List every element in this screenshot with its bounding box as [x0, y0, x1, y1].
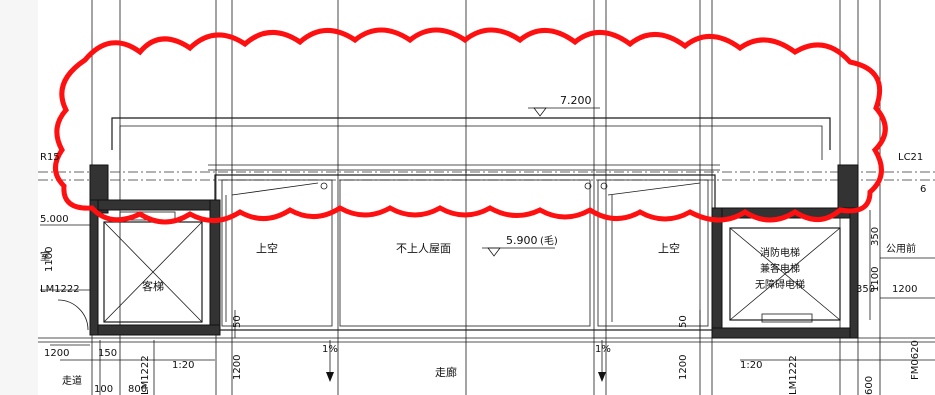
- tag-fm-right: FM0620: [910, 340, 921, 380]
- slope-label-right: 1%: [595, 344, 611, 355]
- elevation-roof-note: (毛): [540, 235, 558, 247]
- left-margin-strip: [0, 0, 38, 395]
- void-label-right: 上空: [658, 241, 680, 255]
- tag-slope-20-right: 1:20: [740, 360, 762, 371]
- slope-label-left: 1%: [322, 344, 338, 355]
- dim-800-left: 800: [128, 384, 147, 395]
- dim-600-right: 600: [864, 376, 875, 395]
- tag-lm1222-center: LM1222: [140, 355, 151, 395]
- left-details: [40, 224, 236, 395]
- right-details: [699, 210, 935, 361]
- stair-label: 客梯: [142, 279, 164, 293]
- dim-350-right: 350: [870, 227, 881, 246]
- tag-lc21: LC21: [898, 152, 923, 163]
- left-core: [89, 164, 221, 336]
- right-core: [711, 164, 859, 339]
- void-label-left: 上空: [256, 241, 278, 255]
- dim-100-left: 100: [94, 384, 113, 395]
- revision-cloud: [53, 27, 888, 225]
- elevation-marker-top: [528, 107, 600, 117]
- dim-1200-bottom-right: 1200: [678, 355, 689, 380]
- elevation-roof-label: 5.900: [506, 234, 538, 247]
- elevator-label-1: 消防电梯: [760, 246, 800, 259]
- slope-arrows: [326, 340, 606, 382]
- tag-lm1222-left: LM1222: [40, 284, 80, 295]
- dim-1200-bottom-left: 1200: [232, 355, 243, 380]
- elevation-top-label: 7.200: [560, 94, 592, 107]
- parapet-outline: [111, 117, 831, 171]
- tag-lm1222-right: LM1222: [788, 355, 799, 395]
- public-area-label: 公用前: [886, 242, 916, 255]
- dim-1200-left-a: 1200: [44, 348, 69, 359]
- tag-slope-20: 1:20: [172, 360, 194, 371]
- dim-1100-right: 1100: [870, 267, 881, 292]
- corridor-label: 走廊: [435, 365, 457, 379]
- dim-1100-left: 1100: [44, 247, 55, 272]
- dim-150-left: 150: [98, 348, 117, 359]
- dim-5000-left: 5.000: [40, 214, 69, 225]
- elevation-marker-roof: [482, 247, 555, 257]
- roof-no-access-label: 不上人屋面: [396, 242, 451, 255]
- elevator-label-3: 无障碍电梯: [755, 278, 805, 291]
- dim-350-right-b: 350: [856, 284, 875, 295]
- dim-50-right: 50: [678, 315, 689, 328]
- elevator-label-2: 兼客电梯: [760, 262, 800, 275]
- dim-1200-right: 1200: [892, 284, 917, 295]
- tag-left-vertical: 室: [40, 250, 50, 263]
- horizontal-axis-lines: [38, 171, 935, 343]
- roof-panels: [214, 174, 716, 331]
- tag-corridor-left: 走道: [62, 374, 82, 387]
- dim-50-left: 50: [232, 315, 243, 328]
- tag-r15: R15: [40, 152, 60, 163]
- tag-6: 6: [920, 184, 926, 195]
